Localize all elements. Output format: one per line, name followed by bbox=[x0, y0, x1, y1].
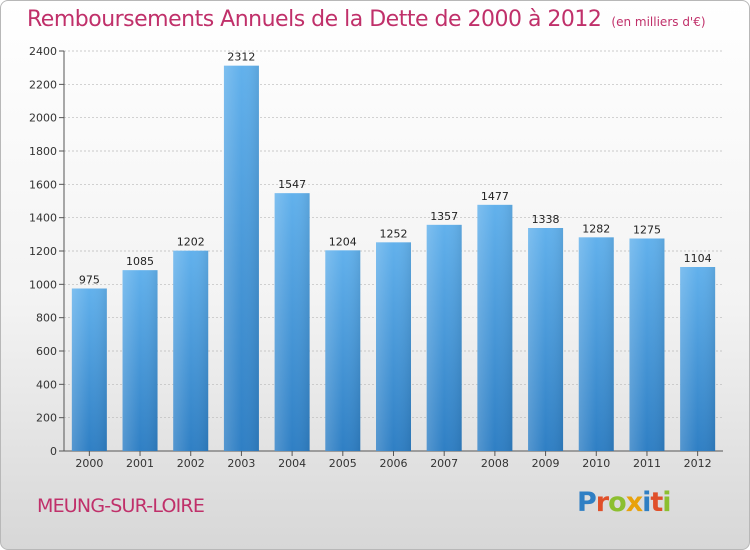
data-label: 1204 bbox=[329, 235, 357, 248]
data-label: 1202 bbox=[177, 236, 205, 249]
x-tick-label: 2012 bbox=[684, 457, 712, 470]
data-label: 1477 bbox=[481, 190, 509, 203]
x-tick-label: 2010 bbox=[582, 457, 610, 470]
y-tick-label: 1600 bbox=[29, 178, 57, 191]
bar-shading bbox=[325, 250, 361, 451]
logo-letter: o bbox=[608, 487, 627, 518]
data-label: 1338 bbox=[532, 213, 560, 226]
data-label: 1104 bbox=[684, 252, 712, 265]
chart-title: Remboursements Annuels de la Dette de 20… bbox=[27, 7, 706, 32]
axes: 0 200 400 600 800 1000 1200 1400 1600 1800 2000 220… bbox=[29, 45, 723, 458]
x-tick-label: 2004 bbox=[278, 457, 306, 470]
data-label: 1547 bbox=[278, 178, 306, 191]
y-tick-label: 200 bbox=[36, 412, 57, 425]
bar-shading bbox=[122, 270, 158, 451]
logo-letter: x bbox=[625, 487, 643, 518]
x-tick-label: 2005 bbox=[329, 457, 357, 470]
x-tick-label: 2002 bbox=[177, 457, 205, 470]
data-label: 1282 bbox=[582, 222, 610, 235]
bars bbox=[71, 65, 716, 452]
y-tick-label: 2400 bbox=[29, 45, 57, 58]
y-tick-label: 800 bbox=[36, 312, 57, 325]
x-tick-label: 2008 bbox=[481, 457, 509, 470]
y-tick-label: 0 bbox=[50, 445, 57, 458]
logo-letter: r bbox=[595, 487, 609, 518]
x-tick-label: 2007 bbox=[430, 457, 458, 470]
logo-letter: P bbox=[577, 487, 597, 518]
data-label: 1275 bbox=[633, 224, 661, 237]
bar-shading bbox=[426, 224, 462, 451]
y-tick-label: 1800 bbox=[29, 145, 57, 158]
data-label: 1252 bbox=[380, 227, 408, 240]
x-tick-label: 2006 bbox=[380, 457, 408, 470]
proxiti-logo: Proxiti bbox=[577, 487, 672, 518]
y-tick-label: 1200 bbox=[29, 245, 57, 258]
bar-shading bbox=[274, 193, 310, 451]
bar-shading bbox=[680, 267, 716, 451]
bar-shading bbox=[477, 204, 513, 451]
data-label: 1085 bbox=[126, 255, 154, 268]
y-tick-label: 600 bbox=[36, 345, 57, 358]
x-tick-label: 2000 bbox=[75, 457, 103, 470]
data-label: 2312 bbox=[227, 51, 255, 64]
y-tick-label: 400 bbox=[36, 378, 57, 391]
y-tick-label: 2200 bbox=[29, 78, 57, 91]
bar-shading bbox=[173, 250, 209, 451]
data-label: 975 bbox=[79, 274, 100, 287]
x-tick-label: 2011 bbox=[633, 457, 661, 470]
city-name: MEUNG-SUR-LOIRE bbox=[37, 495, 205, 517]
bar-shading bbox=[71, 288, 107, 451]
bar-shading bbox=[528, 228, 564, 451]
y-tick-label: 1000 bbox=[29, 278, 57, 291]
x-tick-label: 2001 bbox=[126, 457, 154, 470]
labels: 2000 975 2001 1085 2002 1202 2003 2312 2004 1547 2… bbox=[75, 51, 711, 470]
bar-shading bbox=[376, 242, 411, 451]
chart-subtitle: (en milliers d'€) bbox=[611, 15, 706, 29]
bar-shading bbox=[578, 237, 614, 451]
y-tick-label: 1400 bbox=[29, 212, 57, 225]
x-tick-label: 2009 bbox=[532, 457, 560, 470]
bar-shading bbox=[223, 65, 259, 452]
x-tick-label: 2003 bbox=[227, 457, 255, 470]
chart-title-main: Remboursements Annuels de la Dette de 20… bbox=[27, 7, 602, 32]
logo-letter: t bbox=[650, 487, 663, 518]
bar-shading bbox=[629, 238, 665, 451]
y-tick-label: 2000 bbox=[29, 112, 57, 125]
data-label: 1357 bbox=[430, 210, 458, 223]
logo-letter: i bbox=[642, 487, 651, 518]
logo-letter: i bbox=[662, 487, 671, 518]
